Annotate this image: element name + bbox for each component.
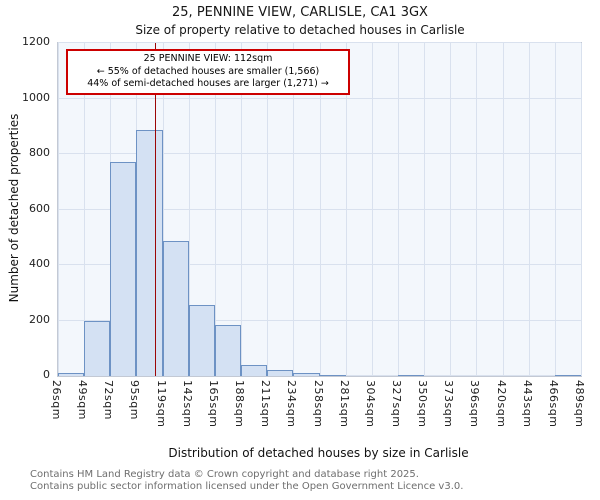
gridline-vertical (529, 43, 531, 376)
y-tick-label: 1000 (22, 90, 50, 104)
annotation-line-1: 25 PENNINE VIEW: 112sqm (143, 53, 273, 64)
histogram-bar (215, 324, 241, 376)
gridline-vertical (398, 43, 399, 376)
x-tick-label: 188sqm (232, 380, 246, 428)
gridline-vertical (423, 43, 425, 376)
gridline-vertical (581, 43, 582, 376)
gridline-vertical (372, 43, 374, 376)
annotation-line-2: ← 55% of detached houses are smaller (1,… (96, 65, 320, 77)
footer-line-1: Contains HM Land Registry data © Crown c… (30, 469, 419, 480)
gridline-vertical (266, 43, 268, 376)
x-tick-label: 373sqm (441, 380, 455, 428)
histogram-bar (109, 162, 136, 376)
gridline-vertical (163, 43, 165, 376)
x-tick-label: 258sqm (312, 380, 326, 428)
y-tick-label: 0 (43, 368, 50, 381)
y-tick-label: 400 (29, 257, 50, 270)
gridline-horizontal (58, 97, 581, 99)
x-tick-label: 443sqm (521, 380, 535, 428)
histogram-bar (58, 373, 84, 376)
plot-area: 25 PENNINE VIEW: 112sqm ← 55% of detache… (57, 42, 582, 377)
gridline-horizontal (58, 208, 581, 210)
gridline-vertical (346, 43, 348, 376)
property-marker-line (155, 43, 157, 376)
gridline-vertical (320, 43, 322, 376)
x-tick-label: 49sqm (75, 380, 89, 420)
x-tick-label: 466sqm (547, 380, 561, 428)
gridline-horizontal (58, 153, 581, 154)
x-tick-label: 489sqm (573, 380, 586, 428)
y-tick-label: 800 (29, 146, 50, 159)
x-tick-label: 420sqm (495, 380, 509, 428)
histogram-bar (398, 375, 424, 376)
annotation-line-3: 44% of semi-detached houses are larger (… (87, 78, 329, 89)
x-axis-label: Distribution of detached houses by size … (168, 446, 469, 460)
x-tick-label: 396sqm (467, 380, 481, 428)
footer-line-2: Contains public sector information licen… (30, 480, 464, 492)
gridline-vertical (475, 43, 477, 376)
chart-title: 25, PENNINE VIEW, CARLISLE, CA1 3GX (172, 5, 428, 20)
histogram-bar (163, 241, 190, 376)
histogram-bar (83, 320, 110, 376)
x-tick-label: 234sqm (284, 380, 298, 428)
y-tick-label: 600 (29, 201, 50, 215)
histogram-bar (189, 305, 215, 376)
x-tick-label: 165sqm (207, 380, 220, 428)
attribution-footer: Contains HM Land Registry data © Crown c… (30, 469, 463, 492)
property-annotation-box: 25 PENNINE VIEW: 112sqm ← 55% of detache… (66, 49, 350, 95)
histogram-bar (266, 370, 293, 376)
gridline-vertical (215, 43, 216, 376)
x-tick-label: 211sqm (258, 380, 272, 428)
gridline-vertical (83, 43, 85, 376)
gridline-vertical (189, 43, 191, 376)
y-tick-label: 1200 (22, 35, 50, 48)
gridline-vertical (555, 43, 557, 376)
x-tick-label: 142sqm (181, 380, 195, 428)
gridline-vertical (292, 43, 294, 376)
histogram-bar (555, 375, 581, 376)
x-tick-label: 304sqm (364, 380, 378, 428)
histogram-bar (240, 364, 267, 376)
histogram-bar (320, 374, 347, 376)
x-tick-label: 119sqm (155, 380, 169, 428)
x-tick-label: 72sqm (101, 380, 115, 420)
chart-subtitle: Size of property relative to detached ho… (135, 23, 465, 37)
x-tick-label: 350sqm (415, 380, 429, 428)
gridline-vertical (503, 43, 505, 376)
x-tick-label: 95sqm (127, 380, 141, 420)
x-tick-label: 327sqm (390, 380, 403, 428)
y-tick-label: 200 (29, 312, 50, 326)
x-tick-label: 26sqm (50, 380, 63, 420)
gridline-horizontal (58, 319, 581, 321)
x-tick-label: 281sqm (338, 380, 352, 428)
gridline-vertical (58, 43, 59, 376)
gridline-horizontal (58, 264, 581, 265)
histogram-bar (292, 373, 321, 376)
histogram-bar (135, 130, 164, 376)
gridline-vertical (240, 43, 242, 376)
gridline-horizontal (58, 42, 581, 43)
gridline-vertical (449, 43, 451, 376)
